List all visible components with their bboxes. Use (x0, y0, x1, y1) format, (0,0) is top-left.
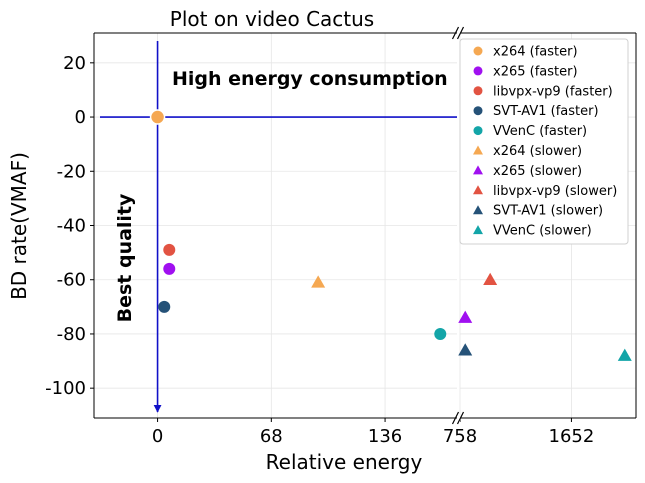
point-svt-av1-faster (158, 300, 171, 313)
y-tick-label: -100 (45, 378, 86, 399)
legend-label: x265 (slower) (493, 164, 582, 179)
y-tick-label: -80 (57, 324, 86, 345)
legend-entry: SVT-AV1 (faster) (473, 104, 599, 119)
break-gap-top (457, 29, 460, 37)
legend-marker-circle (473, 66, 483, 76)
legend-entry: libvpx-vp9 (slower) (473, 184, 617, 199)
x-tick-label: 68 (260, 426, 283, 447)
point-svt-av1-slower (458, 343, 473, 356)
x-tick-label: 758 (443, 426, 477, 447)
point-libvpx-vp9-slower (483, 272, 498, 285)
legend-entry: VVenC (slower) (473, 224, 592, 239)
y-tick-label: -20 (57, 161, 86, 182)
x-tick-label: 136 (368, 426, 402, 447)
legend-entry: libvpx-vp9 (faster) (473, 84, 613, 99)
legend-entry: x265 (slower) (473, 164, 582, 179)
legend-marker-triangle (473, 225, 483, 235)
y-tick-label: 20 (63, 53, 86, 74)
point-vvenc-slower (617, 348, 632, 361)
y-axis-title: BD rate(VMAF) (7, 152, 31, 300)
break-gap-bottom (457, 414, 460, 422)
point-x265-faster (163, 262, 176, 275)
legend-marker-triangle (473, 165, 483, 175)
axis-break-layer (451, 26, 465, 425)
legend: x264 (faster) x265 (faster) libvpx-vp9 (fa… (459, 38, 629, 245)
annotation-best-quality: Best quality (114, 193, 136, 322)
annotation-high-energy: High energy consumption (172, 68, 448, 90)
legend-label: x264 (slower) (493, 144, 582, 159)
legend-marker-circle (473, 126, 483, 136)
legend-label: libvpx-vp9 (slower) (493, 184, 617, 199)
x-axis-title: Relative energy (266, 450, 423, 474)
axis-break-mark (451, 26, 460, 40)
point-layer (149, 109, 632, 361)
point-libvpx-vp9-faster (163, 243, 176, 256)
legend-box (459, 38, 629, 245)
legend-label: libvpx-vp9 (faster) (493, 84, 613, 99)
legend-entry: SVT-AV1 (slower) (473, 204, 603, 219)
legend-label: VVenC (faster) (493, 124, 587, 139)
legend-label: x265 (faster) (493, 64, 578, 79)
tick-layer: 20 0 -20 -40 -60 -80 -100 0 68 136 758 1652 (45, 53, 594, 447)
legend-marker-triangle (473, 205, 483, 215)
legend-entry: x264 (faster) (473, 45, 578, 60)
legend-label: SVT-AV1 (faster) (493, 104, 599, 119)
x-tick-label: 0 (152, 426, 163, 447)
legend-label: SVT-AV1 (slower) (493, 204, 603, 219)
axis-break-mark (456, 26, 465, 40)
reference-point (149, 109, 166, 125)
y-tick-label: 0 (75, 107, 86, 128)
legend-marker-circle (473, 106, 483, 116)
legend-label: x264 (faster) (493, 45, 578, 60)
legend-marker-circle (473, 86, 483, 96)
x-tick-label: 1652 (549, 426, 595, 447)
axes-frame (93, 32, 637, 419)
point-x265-slower (458, 310, 473, 323)
point-vvenc-faster (434, 327, 447, 340)
legend-marker-circle (473, 46, 483, 56)
legend-marker-triangle (473, 145, 483, 155)
legend-label: VVenC (slower) (493, 224, 592, 239)
chart-title: Plot on video Cactus (170, 7, 374, 31)
axis-break-mark (451, 411, 460, 425)
y-tick-label: -60 (57, 270, 86, 291)
legend-entry: x264 (slower) (473, 144, 582, 159)
legend-entry: x265 (faster) (473, 64, 578, 79)
legend-entry: VVenC (faster) (473, 124, 587, 139)
axis-break-mark (456, 411, 465, 425)
y-tick-label: -40 (57, 216, 86, 237)
point-x264-slower (311, 275, 326, 288)
legend-marker-triangle (473, 185, 483, 195)
